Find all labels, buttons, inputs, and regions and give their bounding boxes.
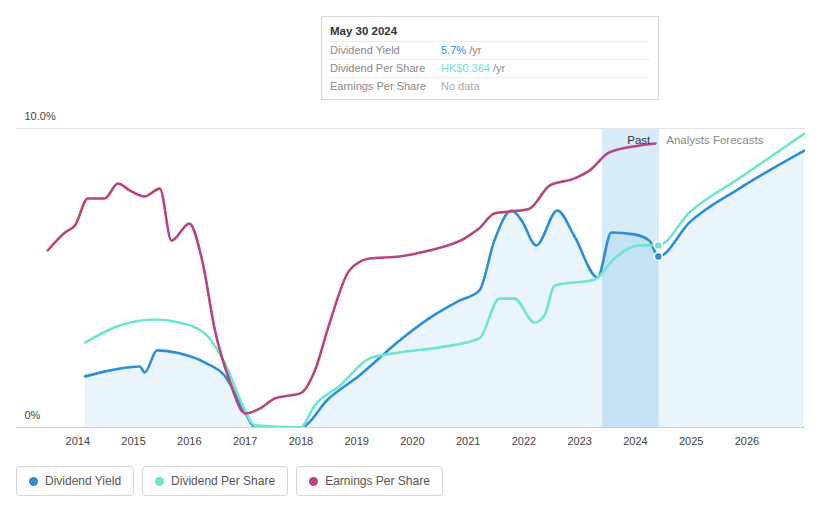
svg-text:2026: 2026	[735, 435, 759, 447]
html-text:Earnings Per Share: Earnings Per Share	[330, 80, 426, 92]
html-text:HK$0.364 /yr: HK$0.364 /yr	[441, 62, 506, 74]
svg-text:Past: Past	[627, 134, 651, 146]
svg-text:0%: 0%	[25, 409, 41, 421]
svg-text:2016: 2016	[177, 435, 201, 447]
svg-text:2018: 2018	[289, 435, 313, 447]
svg-text:2025: 2025	[679, 435, 703, 447]
html-text:5.7% /yr: 5.7% /yr	[441, 44, 482, 56]
svg-text:2015: 2015	[121, 435, 145, 447]
html-text:Dividend Yield: Dividend Yield	[330, 44, 400, 56]
svg-text:2020: 2020	[400, 435, 424, 447]
svg-text:2017: 2017	[233, 435, 257, 447]
svg-text:2024: 2024	[623, 435, 647, 447]
html-text:Earnings Per Share: Earnings Per Share	[325, 474, 430, 488]
html-text:May 30 2024: May 30 2024	[330, 25, 398, 37]
svg-text:2019: 2019	[344, 435, 368, 447]
html-text:No data: No data	[441, 80, 480, 92]
svg-text:10.0%: 10.0%	[25, 110, 56, 122]
svg-text:2023: 2023	[567, 435, 591, 447]
svg-text:2021: 2021	[456, 435, 480, 447]
html-text:Dividend Yield: Dividend Yield	[45, 474, 122, 488]
svg-text:2022: 2022	[512, 435, 536, 447]
html-text:Dividend Per Share: Dividend Per Share	[171, 474, 276, 488]
svg-text:Analysts Forecasts: Analysts Forecasts	[666, 134, 763, 146]
html-text:Dividend Per Share: Dividend Per Share	[330, 62, 426, 74]
svg-text:2014: 2014	[66, 435, 90, 447]
